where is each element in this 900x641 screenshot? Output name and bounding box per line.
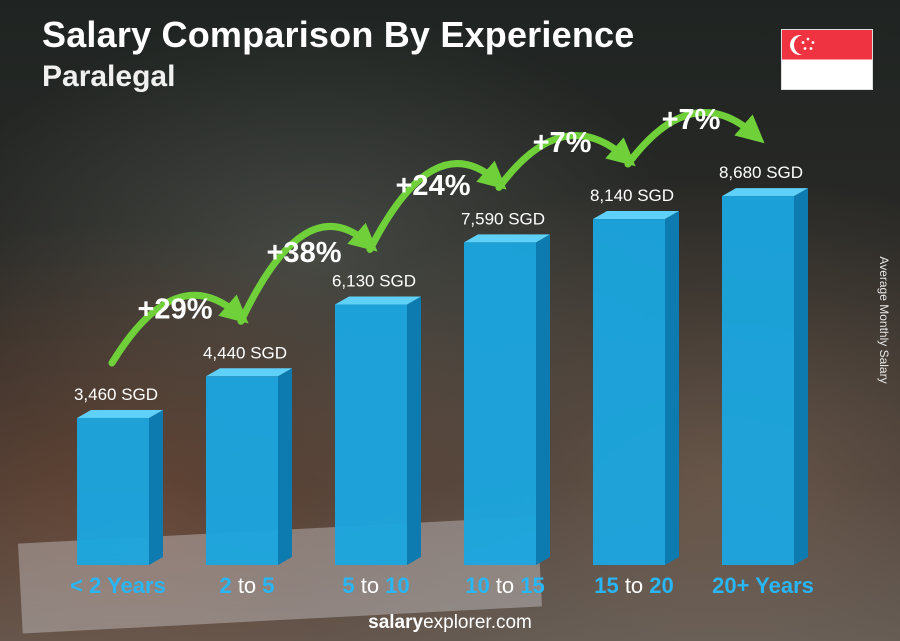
value-label-4: 8,140 SGD [590,186,674,205]
change-label-2: +24% [396,170,471,202]
change-label-1: +38% [267,237,342,269]
bar-top-4 [593,211,679,220]
category-label-5: 20+ Years [712,573,814,598]
bar-side-3 [536,234,550,566]
value-label-2: 6,130 SGD [332,271,416,290]
footer-brand[interactable]: salaryexplorer.com [0,612,900,634]
bar-3 [464,242,536,566]
footer-brand-explorer: explorer [423,612,491,633]
value-label-0: 3,460 SGD [74,385,158,404]
change-arrow-1 [237,222,378,325]
change-arrow-0 [108,291,249,367]
chart-title: Salary Comparison By Experience [42,14,635,55]
change-label-3: +7% [533,127,592,159]
bar-4 [593,219,665,566]
category-label-3: 10 to 15 [465,573,545,598]
change-label-4: +7% [662,104,721,136]
bar-side-0 [149,409,163,565]
category-label-2: 5 to 10 [342,573,409,598]
singapore-flag-icon [781,29,873,90]
value-label-3: 7,590 SGD [461,209,545,228]
bar-2 [335,304,407,565]
bar-top-3 [464,234,550,243]
bar-top-2 [335,296,421,305]
bar-top-0 [77,409,163,418]
change-arrow-3 [495,132,636,191]
category-label-1: 2 to 5 [219,573,274,598]
bar-0 [77,417,149,565]
bar-side-1 [278,368,292,565]
category-label-4: 15 to 20 [594,573,674,598]
bar-side-2 [407,296,421,565]
change-label-0: +29% [138,294,213,326]
bar-side-5 [794,188,808,565]
change-arrow-2 [366,160,507,253]
bar-top-5 [722,188,808,197]
footer-brand-salary: salary [368,612,424,633]
value-label-5: 8,680 SGD [719,163,803,182]
category-label-0: < 2 Years [70,573,166,598]
change-arrow-4 [624,109,765,168]
bar-5 [722,196,794,565]
chart-subtitle: Paralegal [42,60,176,93]
value-label-1: 4,440 SGD [203,343,287,362]
bar-side-4 [665,211,679,566]
bar-top-1 [206,368,292,377]
bar-1 [206,376,278,565]
footer-brand-domain: .com [490,612,532,633]
